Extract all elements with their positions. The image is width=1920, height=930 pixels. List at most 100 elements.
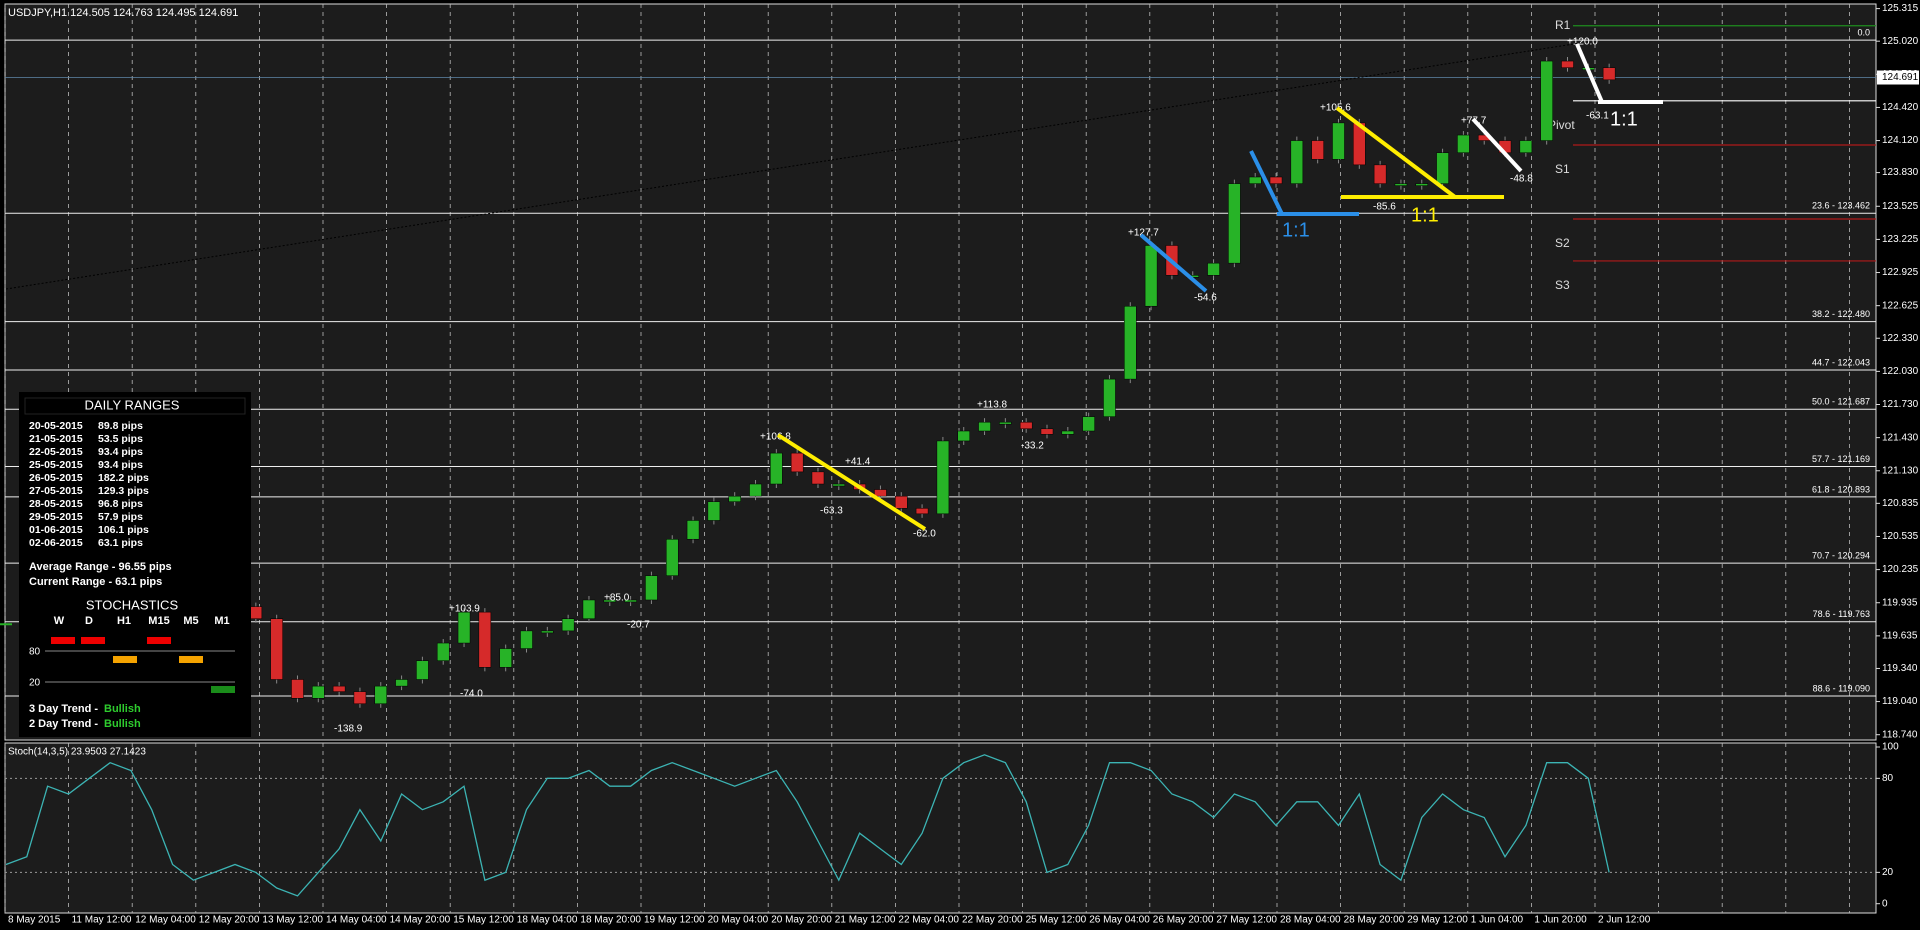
annotation: -74.0 — [460, 689, 483, 700]
pivot-label: S1 — [1555, 162, 1570, 176]
candle — [1457, 134, 1470, 153]
trend-value: Bullish — [104, 703, 141, 715]
y-tick-label: 121.730 — [1882, 399, 1919, 410]
candle — [770, 452, 783, 485]
x-tick-label: 15 May 12:00 — [453, 915, 514, 926]
candle — [561, 618, 575, 632]
candle — [978, 421, 991, 432]
candle — [749, 483, 762, 497]
candle — [665, 538, 679, 576]
stoch-state — [81, 637, 105, 644]
trend-label: 3 Day Trend - — [29, 703, 98, 715]
candle — [686, 520, 700, 540]
timeframe: W — [54, 615, 65, 627]
x-tick-label: 19 May 12:00 — [644, 915, 705, 926]
annotation: -63.1 — [1586, 111, 1609, 122]
range-date: 26-05-2015 — [29, 472, 83, 484]
y-tick-label: 0 — [1882, 898, 1888, 909]
candle — [291, 679, 304, 699]
annotation: -85.6 — [1373, 202, 1396, 213]
y-tick-label: 125.020 — [1882, 36, 1919, 47]
range-date: 20-05-2015 — [29, 420, 83, 432]
fib-label: 61.8 - 120.893 — [1812, 484, 1870, 494]
y-tick-label: 122.030 — [1882, 366, 1919, 377]
annotation: +41.4 — [845, 457, 871, 468]
candle — [1436, 152, 1449, 184]
annotation: 1:1 — [1282, 219, 1310, 241]
candle — [1561, 60, 1574, 68]
range-pips: 89.8 pips — [98, 420, 143, 432]
range-date: 21-05-2015 — [29, 433, 83, 445]
measure-line — [776, 433, 927, 531]
candle — [457, 611, 471, 644]
annotation: 1:1 — [1411, 204, 1439, 226]
y-tick-label: 121.130 — [1882, 465, 1919, 476]
candle — [624, 599, 637, 603]
y-tick-label: 118.740 — [1882, 729, 1918, 740]
x-tick-label: 1 Jun 20:00 — [1534, 915, 1587, 926]
range-date: 28-05-2015 — [29, 498, 83, 510]
y-tick-label: 123.225 — [1882, 234, 1919, 245]
annotation: +120.0 — [1567, 37, 1598, 48]
candle — [478, 611, 492, 668]
range-date: 27-05-2015 — [29, 485, 83, 497]
stoch-line — [5, 754, 1610, 897]
level-label: 20 — [29, 678, 41, 689]
x-tick-label: 20 May 20:00 — [771, 915, 832, 926]
y-tick-label: 119.340 — [1882, 663, 1918, 674]
candle — [645, 575, 658, 601]
candle — [1332, 122, 1345, 160]
candle — [374, 685, 388, 705]
panel-header — [24, 397, 246, 415]
y-tick-label: 124.420 — [1882, 102, 1919, 113]
annotation: -48.8 — [1510, 174, 1533, 185]
stoch-title: Stoch(14,3,5) 23.9503 27.1423 — [8, 747, 146, 758]
stoch-panel-title: STOCHASTICS — [86, 597, 179, 612]
candle — [936, 440, 950, 515]
panel-box — [19, 392, 251, 737]
range-date: 22-05-2015 — [29, 446, 83, 458]
x-tick-label: 1 Jun 04:00 — [1471, 915, 1524, 926]
average-range: Average Range - 96.55 pips — [29, 561, 172, 573]
y-tick-label: 119.040 — [1882, 696, 1918, 707]
x-tick-label: 26 May 04:00 — [1089, 915, 1150, 926]
y-tick-label: 20 — [1882, 867, 1894, 878]
fib-label: 88.6 - 119.090 — [1813, 683, 1870, 693]
y-tick-label: 125.315 — [1882, 3, 1919, 14]
y-tick-label: 122.925 — [1882, 267, 1919, 278]
range-date: 01-06-2015 — [29, 524, 83, 536]
y-tick-label: 119.635 — [1882, 631, 1918, 642]
y-tick-label: 122.330 — [1882, 333, 1919, 344]
candle — [811, 471, 825, 485]
pivot-label: S2 — [1555, 236, 1570, 250]
level-label: 80 — [29, 647, 41, 658]
candle — [1228, 183, 1241, 264]
candle — [1269, 176, 1283, 184]
timeframe: D — [85, 615, 93, 627]
candle — [1124, 305, 1137, 380]
x-tick-label: 2 Jun 12:00 — [1598, 915, 1651, 926]
range-pips: 93.4 pips — [98, 446, 143, 458]
timeframe: H1 — [117, 615, 131, 627]
candle — [416, 660, 429, 680]
fib-label: 70.7 - 120.294 — [1812, 550, 1870, 560]
candle — [499, 648, 512, 668]
pivot-label: R1 — [1555, 18, 1571, 32]
candle — [1248, 176, 1262, 184]
candle — [270, 618, 283, 680]
y-tick-label: 121.430 — [1882, 432, 1919, 443]
candle — [790, 452, 804, 473]
annotation: -54.6 — [1194, 293, 1217, 304]
range-pips: 63.1 pips — [98, 537, 143, 549]
candle — [249, 606, 263, 619]
candle — [312, 685, 325, 699]
candle — [1415, 183, 1429, 186]
stoch-state — [211, 686, 235, 693]
candle — [1082, 416, 1095, 432]
candle — [1519, 140, 1533, 153]
range-date: 25-05-2015 — [29, 459, 83, 471]
current-range: Current Range - 63.1 pips — [29, 576, 162, 588]
range-pips: 96.8 pips — [98, 498, 143, 510]
x-tick-label: 22 May 20:00 — [962, 915, 1023, 926]
